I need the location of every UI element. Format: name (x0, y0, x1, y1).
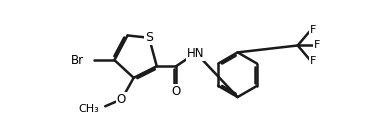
Text: F: F (310, 25, 316, 35)
Text: O: O (171, 85, 181, 98)
Text: CH₃: CH₃ (78, 104, 99, 114)
Text: O: O (117, 93, 126, 106)
Text: Br: Br (71, 54, 83, 67)
Text: HN: HN (187, 47, 204, 60)
Text: F: F (310, 56, 316, 66)
Text: S: S (145, 31, 153, 44)
Text: F: F (314, 40, 320, 50)
